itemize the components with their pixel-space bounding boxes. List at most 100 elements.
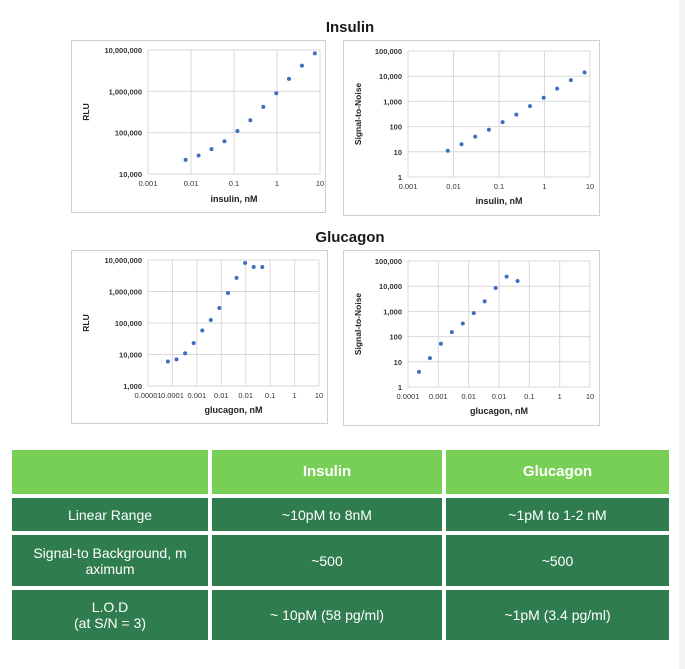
chart-glucagon-rlu: 0.00001 0.0001 0.001 0.01 0.01 0.1 1 10 1,000 10,… — [71, 250, 328, 424]
row-insulin-value: ~ 10pM (58 pg/ml) — [212, 590, 442, 640]
y-tick-label: 1 — [398, 173, 402, 182]
y-tick-label: 10,000,000 — [104, 256, 142, 265]
data-point — [459, 142, 464, 147]
row-label: L.O.D (at S/N = 3) — [12, 590, 208, 640]
x-tick-label: 0.001 — [429, 392, 448, 401]
y-tick-label: 100,000 — [115, 319, 142, 328]
y-tick-label: 1,000 — [123, 382, 142, 391]
y-tick-label: 100 — [389, 333, 402, 342]
data-point — [235, 128, 240, 133]
insulin-title: Insulin — [325, 19, 375, 36]
y-tick-label: 100,000 — [375, 257, 402, 266]
y-tick-label: 1,000,000 — [109, 87, 142, 96]
y-tick-label: 10,000 — [379, 282, 402, 291]
x-tick-label: 0.1 — [494, 182, 504, 191]
data-point — [299, 63, 304, 68]
table-row: L.O.D (at S/N = 3) ~ 10pM (58 pg/ml) ~1p… — [12, 590, 669, 640]
data-point — [200, 328, 205, 333]
y-tick-label: 10 — [394, 358, 402, 367]
data-point — [460, 321, 465, 326]
data-point — [191, 341, 196, 346]
chart-insulin-rlu: 0.001 0.01 0.1 1 10 10,000 100,000 1,000,000 10,… — [71, 40, 326, 213]
x-tick-label: 0.01 — [184, 179, 199, 188]
y-tick-label: 1,000 — [383, 97, 402, 106]
data-point — [251, 264, 256, 269]
x-tick-label: 10 — [315, 391, 323, 400]
x-tick-label: 0.1 — [229, 179, 239, 188]
y-tick-label: 100,000 — [375, 47, 402, 56]
x-tick-label: 10 — [316, 179, 324, 188]
x-axis-label: insulin, nM — [211, 194, 258, 204]
x-tick-label: 0.00001 — [134, 391, 161, 400]
row-insulin-value: ~500 — [212, 535, 442, 586]
row-insulin-value: ~10pM to 8nM — [212, 498, 442, 531]
data-point — [445, 148, 450, 153]
y-axis-label: RLU — [81, 314, 91, 331]
x-tick-label: 0.0001 — [161, 391, 184, 400]
y-tick-label: 1,000 — [383, 307, 402, 316]
data-point — [261, 104, 266, 109]
data-point — [217, 305, 222, 310]
row-label: Signal-to Background, m aximum — [12, 535, 208, 586]
page-scroll-strip — [679, 0, 685, 669]
data-point — [555, 86, 560, 91]
header-cell-empty — [12, 450, 208, 494]
y-axis-label: Signal-to-Noise — [353, 83, 363, 146]
x-tick-label: 0.001 — [399, 182, 418, 191]
x-tick-label: 0.01 — [461, 392, 476, 401]
y-tick-label: 10 — [394, 148, 402, 157]
x-tick-label: 0.001 — [139, 179, 158, 188]
data-point — [473, 134, 478, 139]
data-point — [312, 51, 317, 56]
data-point — [274, 91, 279, 96]
x-tick-label: 1 — [275, 179, 279, 188]
data-point — [225, 290, 230, 295]
chart-glucagon-sn-svg: 0.0001 0.001 0.01 0.01 0.1 1 10 1 10 100 1,000 10,0… — [353, 257, 594, 416]
data-point — [248, 118, 253, 123]
data-point — [493, 285, 498, 290]
row-label: Linear Range — [12, 498, 208, 531]
data-point — [234, 275, 239, 280]
chart-insulin-sn: 0.001 0.01 0.1 1 10 1 10 100 1,000 10,000 100,000 i… — [343, 40, 600, 216]
data-point — [416, 369, 421, 374]
chart-insulin-rlu-svg: 0.001 0.01 0.1 1 10 10,000 100,000 1,000,000 10,… — [81, 46, 324, 204]
data-point — [486, 127, 491, 132]
row-glucagon-value: ~1pM (3.4 pg/ml) — [446, 590, 669, 640]
data-point — [582, 70, 587, 75]
data-point — [208, 317, 213, 322]
y-tick-label: 10,000 — [119, 170, 142, 179]
y-tick-label: 10,000 — [379, 72, 402, 81]
x-tick-label: 1 — [292, 391, 296, 400]
y-tick-label: 1 — [398, 383, 402, 392]
x-axis-label: glucagon, nM — [470, 406, 528, 416]
data-point — [482, 299, 487, 304]
data-point — [243, 261, 248, 266]
y-axis-label: RLU — [81, 103, 91, 120]
data-point — [222, 139, 227, 144]
data-point — [568, 78, 573, 83]
data-point — [165, 359, 170, 364]
x-tick-label: 1 — [558, 392, 562, 401]
x-tick-label: 10 — [586, 182, 594, 191]
x-tick-label: 0.01 — [214, 391, 229, 400]
results-table: Insulin Glucagon Linear Range ~10pM to 8… — [8, 446, 673, 644]
data-point — [196, 153, 201, 158]
data-point — [504, 274, 509, 279]
x-tick-label: 10 — [586, 392, 594, 401]
data-point — [183, 157, 188, 162]
y-tick-label: 10,000 — [119, 351, 142, 360]
chart-glucagon-sn: 0.0001 0.001 0.01 0.01 0.1 1 10 1 10 100 1,000 10,0… — [343, 250, 600, 426]
data-point — [471, 311, 476, 316]
chart-glucagon-rlu-svg: 0.00001 0.0001 0.001 0.01 0.01 0.1 1 10 1,000 10,… — [81, 256, 323, 415]
data-point — [500, 120, 505, 125]
x-axis-label: glucagon, nM — [205, 405, 263, 415]
header-cell-insulin: Insulin — [212, 450, 442, 494]
row-glucagon-value: ~500 — [446, 535, 669, 586]
y-axis-label: Signal-to-Noise — [353, 293, 363, 356]
glucagon-title: Glucagon — [315, 229, 385, 246]
data-point — [514, 112, 519, 117]
x-tick-label: 0.01 — [446, 182, 461, 191]
y-tick-label: 1,000,000 — [109, 288, 142, 297]
data-point — [449, 330, 454, 335]
data-point — [183, 351, 188, 356]
